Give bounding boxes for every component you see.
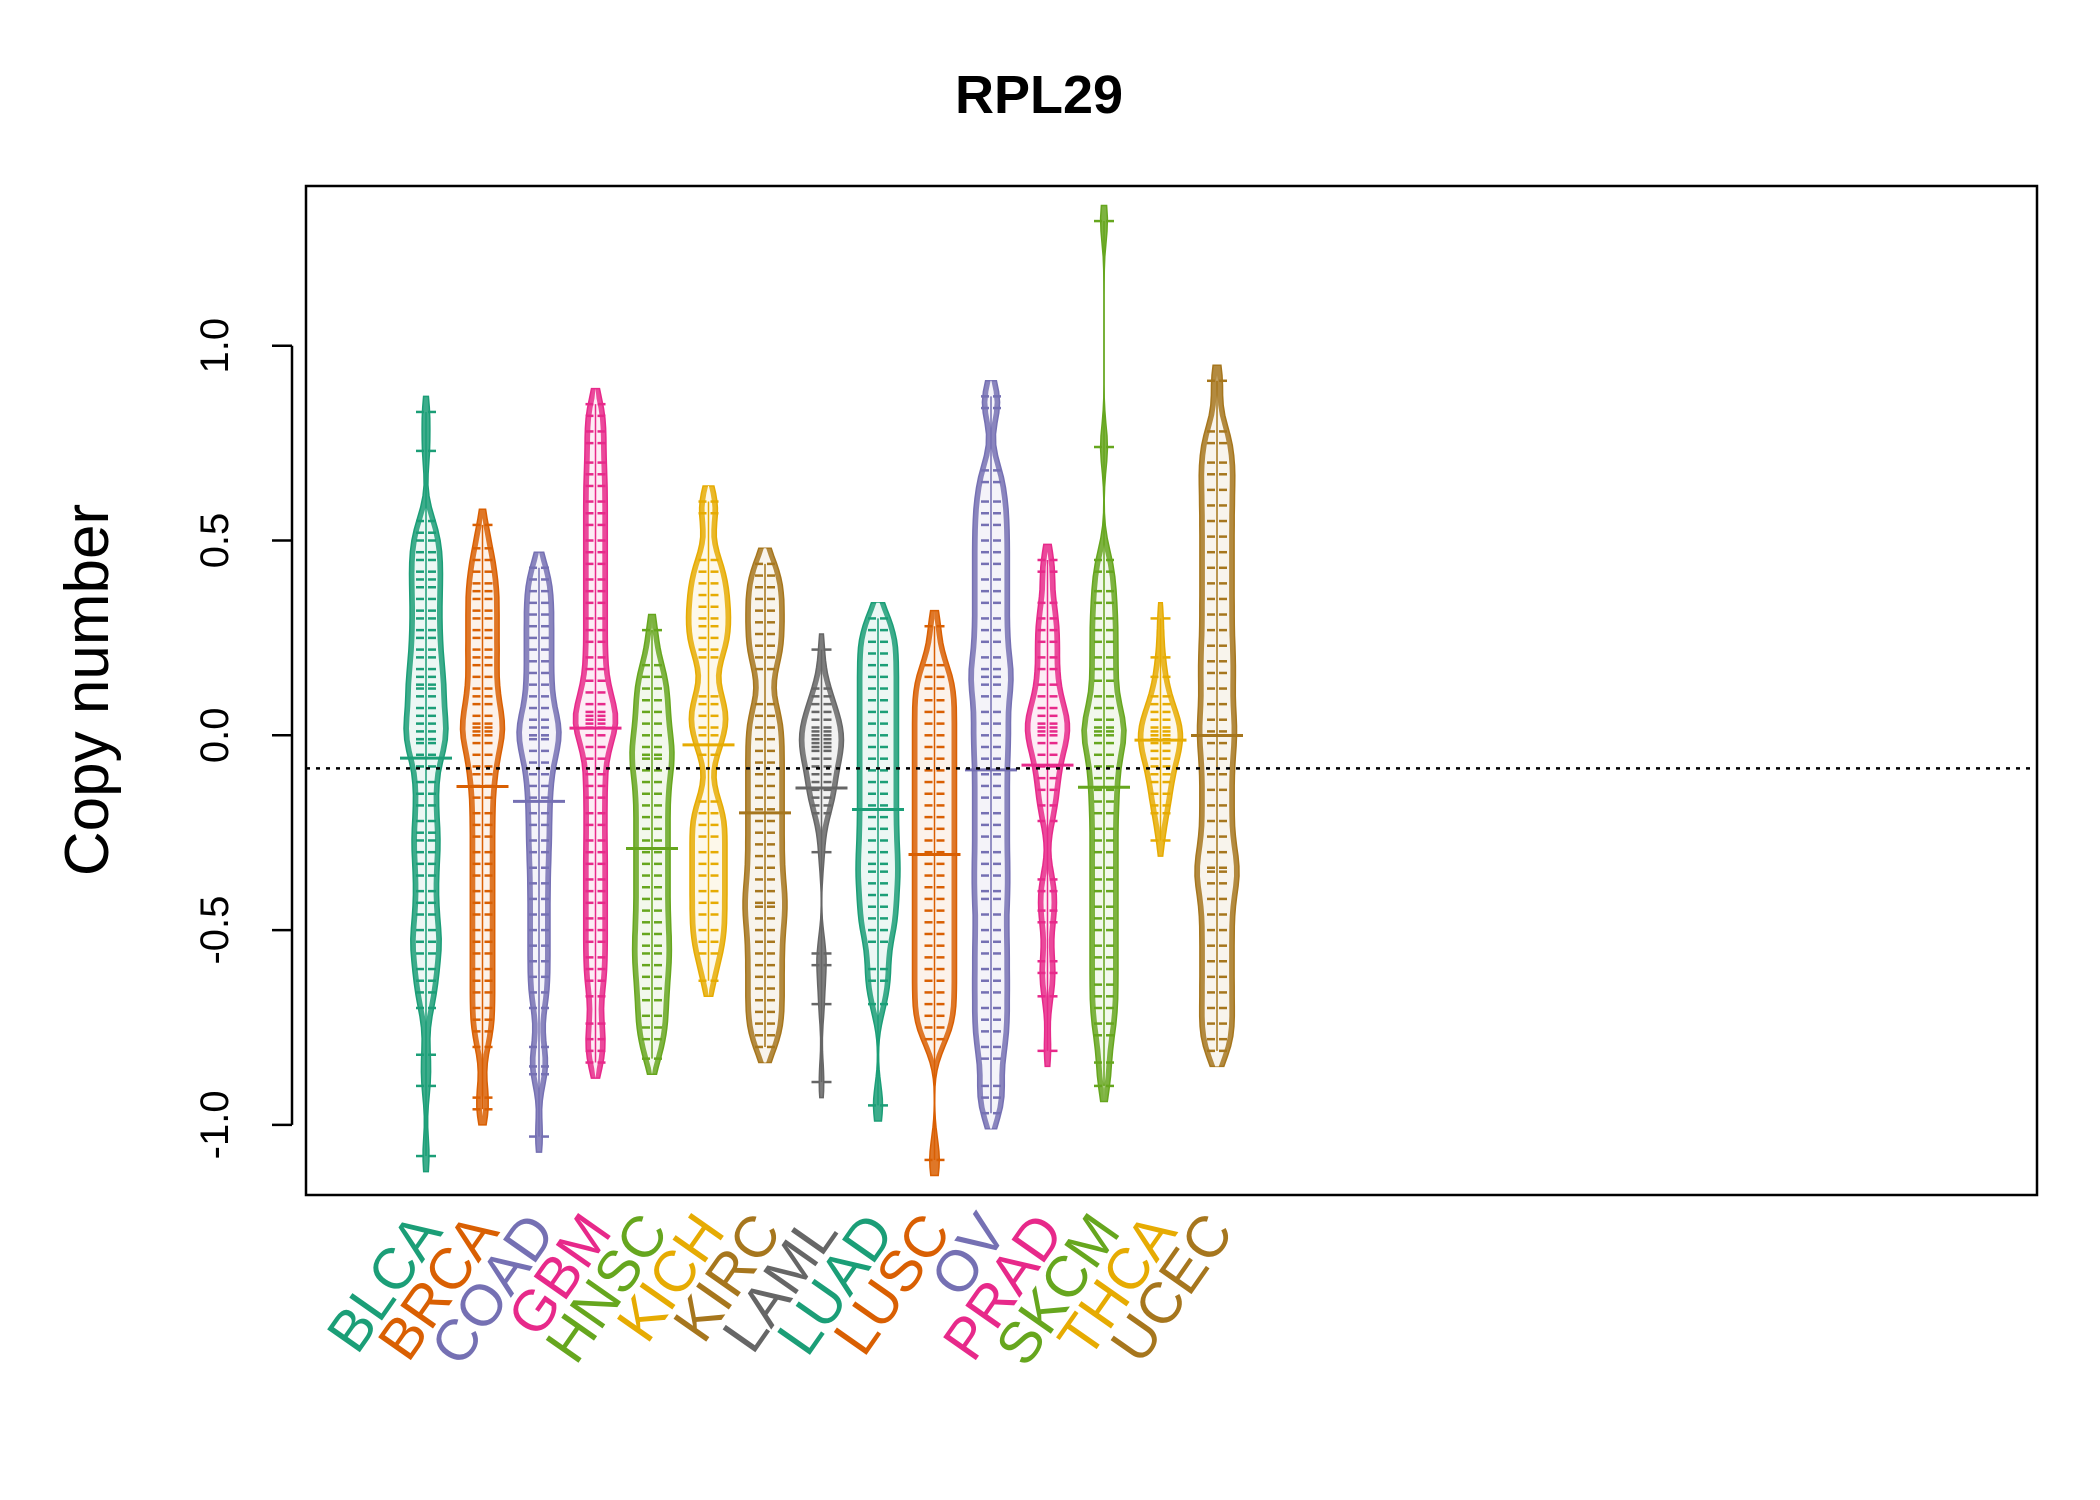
bean-laml bbox=[795, 633, 848, 1099]
bean-ov bbox=[965, 380, 1017, 1130]
y-tick-label: -1.0 bbox=[193, 1090, 237, 1159]
y-tick-label: 0.0 bbox=[193, 707, 237, 763]
bean-kich bbox=[682, 485, 735, 998]
chart-title: RPL29 bbox=[955, 65, 1123, 125]
bean-ucec bbox=[1191, 364, 1243, 1068]
bean-luad bbox=[852, 602, 904, 1122]
bean-skcm bbox=[1078, 204, 1130, 1103]
bean-prad bbox=[1021, 543, 1074, 1068]
y-tick-label: 1.0 bbox=[193, 318, 237, 374]
plot-area bbox=[400, 204, 1243, 1177]
plot-frame bbox=[304, 184, 2039, 1197]
bean-thca bbox=[1134, 602, 1187, 857]
bean-brca bbox=[456, 508, 509, 1126]
bean-blca bbox=[400, 395, 452, 1173]
bean-lusc bbox=[908, 609, 961, 1177]
y-tick-label: -0.5 bbox=[193, 896, 237, 965]
bean-hnsc bbox=[626, 613, 678, 1075]
y-axis-label: Copy number bbox=[53, 504, 122, 876]
y-axis: -1.0 -0.5 0.0 0.5 1.0 bbox=[193, 318, 294, 1159]
x-axis: BLCABRCACOADGBMHNSCKICHKIRCLAMLLUADLUSCO… bbox=[314, 1202, 1245, 1377]
bean-kirc bbox=[739, 547, 791, 1064]
bean-gbm bbox=[569, 387, 622, 1079]
y-tick-label: 0.5 bbox=[193, 513, 237, 569]
bean-coad bbox=[513, 551, 565, 1153]
